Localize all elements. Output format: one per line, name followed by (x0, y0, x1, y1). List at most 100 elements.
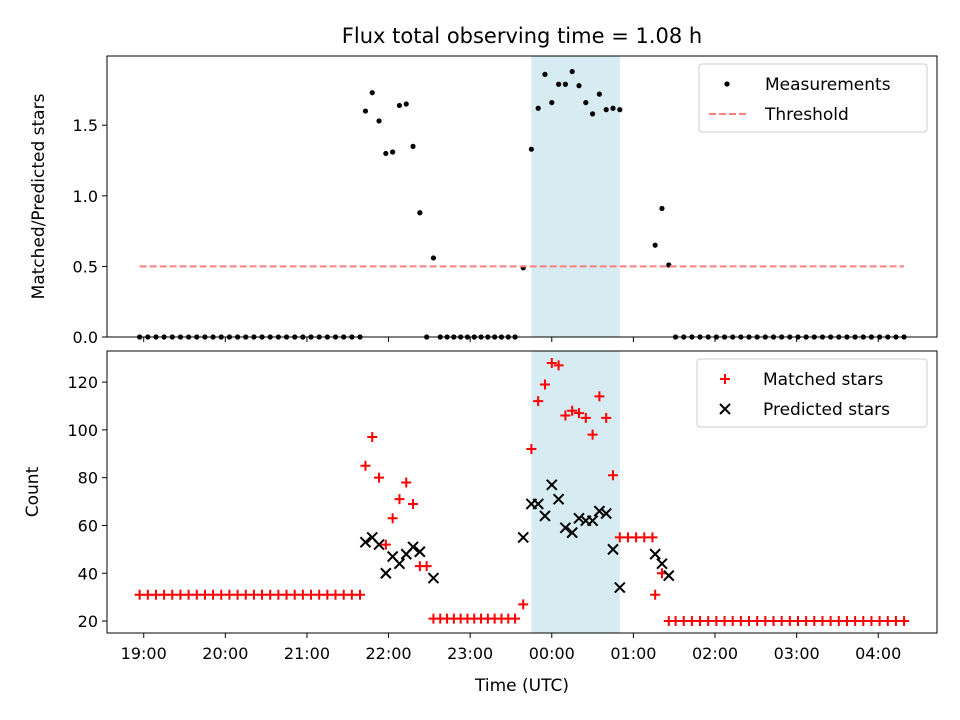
y-tick-label: 120 (67, 373, 98, 392)
measurement-point (555, 81, 562, 87)
matched-star-point (360, 460, 371, 471)
x-tick-label: 01:00 (610, 644, 656, 663)
measurement-point (376, 118, 382, 124)
predicted-star-point (649, 548, 661, 560)
measurement-point (535, 105, 541, 111)
bottom-axes-frame (106, 350, 938, 634)
legend-box (696, 358, 928, 428)
measurement-point (576, 83, 582, 89)
measurement-point (542, 71, 548, 77)
measurement-point (417, 210, 423, 216)
measurement-point (390, 149, 396, 155)
measurement-point (603, 107, 609, 113)
predicted-star-point (607, 543, 619, 556)
measurement-point (652, 242, 658, 248)
legend-label: Matched stars (763, 370, 883, 390)
matched-star-point (354, 589, 365, 600)
x-tick-label: 02:00 (692, 644, 738, 663)
bottom-legend: Matched stars Predicted stars (696, 358, 928, 428)
x-tick-label: 00:00 (529, 644, 575, 663)
measurement-point (410, 143, 416, 149)
matched-star-point (394, 494, 405, 505)
matched-star-point (553, 360, 564, 371)
predicted-star-point (373, 538, 385, 551)
x-tick-label: 23:00 (447, 644, 493, 663)
y-tick-label: 60 (78, 516, 98, 535)
y-tick-label: 1.0 (73, 187, 98, 206)
predicted-star-point (517, 531, 529, 544)
matched-star-point (601, 412, 612, 423)
x-tick-label: 04:00 (855, 644, 901, 663)
legend-label: Threshold (764, 105, 849, 125)
y-tick-label: 100 (67, 421, 98, 440)
y-tick-label: 0.5 (73, 257, 98, 276)
predicted-star-point (566, 526, 578, 539)
matched-star-point (539, 379, 550, 390)
x-tick-label: 19:00 (121, 644, 167, 663)
predicted-star-point (586, 514, 599, 527)
legend-box (698, 63, 928, 133)
measurement-point (403, 101, 409, 107)
matched-star-point (899, 616, 910, 627)
x-axis-label: Time (UTC) (474, 676, 569, 696)
legend-label: Measurements (765, 75, 891, 95)
matched-star-point (546, 357, 557, 368)
matched-star-point (374, 472, 385, 483)
matched-star-point (647, 532, 658, 543)
measurement-point (583, 99, 589, 106)
matched-star-point (650, 589, 661, 600)
predicted-star-point (559, 522, 572, 534)
matched-star-point (367, 432, 378, 443)
matched-star-point (560, 410, 571, 421)
measurement-point (617, 107, 623, 113)
matched-star-point (518, 599, 529, 610)
x-tick-label: 22:00 (366, 644, 412, 663)
y-tick-label: 80 (78, 469, 98, 488)
bottom-y-ticks: 20 40 60 80 100 120 (67, 373, 107, 631)
measurement-point (659, 205, 665, 212)
top-y-axis-label: Matched/Predicted stars (29, 93, 49, 299)
predicted-star-point (663, 569, 675, 582)
measurement-point (569, 68, 575, 75)
measurement-point (562, 81, 568, 87)
matched-star-point (510, 613, 521, 624)
predicted-star-point (600, 507, 612, 520)
bottom-y-axis-label: Count (23, 466, 43, 517)
highlight-span (531, 56, 620, 337)
top-axes-frame (106, 55, 938, 338)
bottom-plot-marks (134, 357, 910, 627)
legend-label: Predicted stars (763, 400, 890, 420)
predicted-star-point (427, 572, 440, 584)
measurement-point (610, 105, 616, 111)
predicted-star-point (593, 505, 606, 517)
matched-star-point (573, 408, 584, 419)
top-x-ticks (143, 337, 879, 342)
top-y-ticks: 0.0 0.5 1.0 1.5 (73, 116, 107, 347)
measurement-point (596, 91, 602, 97)
matched-star-point (607, 470, 618, 481)
matched-star-point (567, 405, 578, 416)
measurement-point (528, 146, 534, 152)
measurement-point (549, 99, 555, 106)
x-tick-label: 20:00 (202, 644, 248, 663)
predicted-star-point (393, 557, 406, 570)
matched-star-point (421, 561, 432, 572)
matched-star-point (587, 429, 598, 440)
matched-star-point (380, 539, 391, 550)
predicted-star-point (573, 512, 585, 524)
legend-predicted-swatch (719, 403, 731, 415)
matched-star-point (387, 513, 398, 524)
bottom-x-ticks: 19:00 20:00 21:00 22:00 23:00 00:00 01:00 02:00… (121, 633, 901, 663)
measurement-point (430, 255, 437, 261)
predicted-star-point (359, 536, 372, 548)
top-panel: 0.0 0.5 1.0 1.5 Matched/Predicted stars Mea… (29, 55, 938, 347)
measurement-point (383, 150, 389, 157)
x-tick-label: 03:00 (774, 644, 820, 663)
matched-star-point (401, 477, 412, 488)
legend-measurement-swatch (724, 81, 730, 87)
predicted-star-point (414, 546, 426, 558)
measurement-point (396, 102, 403, 109)
y-tick-label: 1.5 (73, 116, 98, 135)
figure-title: Flux total observing time = 1.08 h (342, 24, 702, 48)
